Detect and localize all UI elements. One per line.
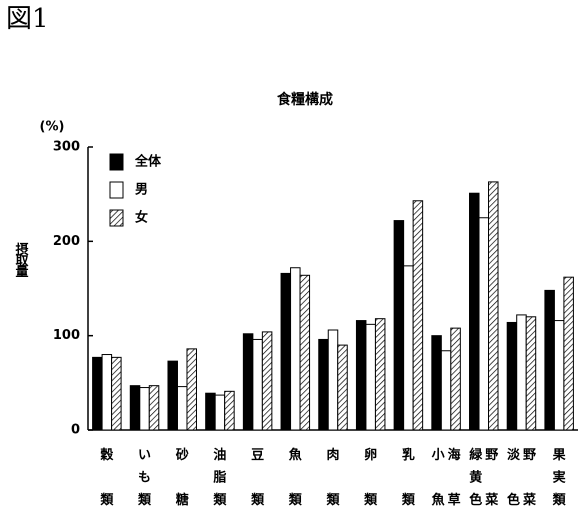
x-tick-label: いも類 — [137, 448, 152, 508]
y-tick-label: 200 — [53, 234, 80, 249]
bar — [563, 276, 574, 431]
bar — [516, 314, 527, 431]
x-tick-label: 肉類 — [325, 447, 340, 508]
bar — [374, 318, 386, 431]
bar — [299, 274, 311, 431]
bar — [327, 329, 339, 431]
bar — [403, 265, 414, 431]
x-tick-label: 海草 — [448, 447, 461, 508]
x-tick-label: 穀類 — [99, 447, 114, 508]
bar — [148, 385, 160, 431]
x-tick-label: 果実類 — [552, 448, 567, 508]
bar — [186, 348, 197, 431]
legend-swatch — [109, 209, 124, 227]
legend-label: 男 — [135, 183, 148, 198]
bar — [318, 338, 329, 431]
bar — [224, 390, 235, 431]
legend-swatch — [109, 181, 124, 199]
x-tick-label: 油脂類 — [212, 447, 227, 508]
bar — [101, 354, 113, 431]
bar — [525, 316, 537, 431]
bar — [205, 392, 216, 431]
bar — [139, 387, 150, 431]
bar — [242, 333, 254, 431]
y-unit: (%) — [40, 120, 65, 135]
bar — [111, 356, 122, 431]
bar — [355, 320, 367, 431]
bar — [261, 331, 273, 431]
bar — [167, 360, 178, 431]
x-tick-label: 淡色 — [507, 448, 521, 508]
legend-swatch — [109, 153, 124, 171]
bar — [412, 200, 424, 431]
bar — [506, 321, 518, 431]
y-tick-label: 100 — [53, 328, 80, 343]
bar — [214, 394, 226, 431]
bar — [365, 323, 376, 431]
x-tick-label: 小魚 — [432, 448, 445, 508]
bar — [252, 338, 263, 431]
x-tick-label: 砂糖 — [175, 447, 189, 508]
bar — [488, 181, 499, 431]
bar — [544, 289, 555, 431]
bar — [176, 386, 188, 431]
bar — [393, 220, 405, 431]
bar — [450, 327, 461, 431]
figure-label: 図1 — [6, 4, 49, 34]
y-label: 摂取量 — [15, 242, 29, 280]
bar — [469, 192, 480, 431]
legend-label: 女 — [135, 210, 148, 226]
legend-label: 全体 — [134, 154, 162, 170]
chart-title: 食糧構成 — [277, 91, 333, 108]
x-tick-label: 豆類 — [250, 448, 265, 508]
bar — [129, 385, 141, 431]
bar — [290, 267, 301, 431]
bar — [337, 344, 348, 431]
bar — [431, 335, 442, 431]
x-tick-label: 乳類 — [401, 447, 416, 508]
x-tick-label: 野菜 — [522, 448, 536, 508]
bar — [440, 350, 452, 431]
x-tick-label: 緑黄色 — [469, 447, 483, 508]
x-tick-label: 卵類 — [363, 447, 378, 508]
bar — [92, 356, 103, 431]
bar — [280, 272, 292, 431]
y-tick-label: 0 — [71, 423, 80, 438]
bar — [478, 217, 490, 431]
bar — [553, 320, 565, 431]
y-tick-label: 300 — [53, 140, 80, 155]
x-tick-label: 野菜 — [484, 448, 498, 508]
x-tick-label: 魚類 — [288, 447, 303, 508]
